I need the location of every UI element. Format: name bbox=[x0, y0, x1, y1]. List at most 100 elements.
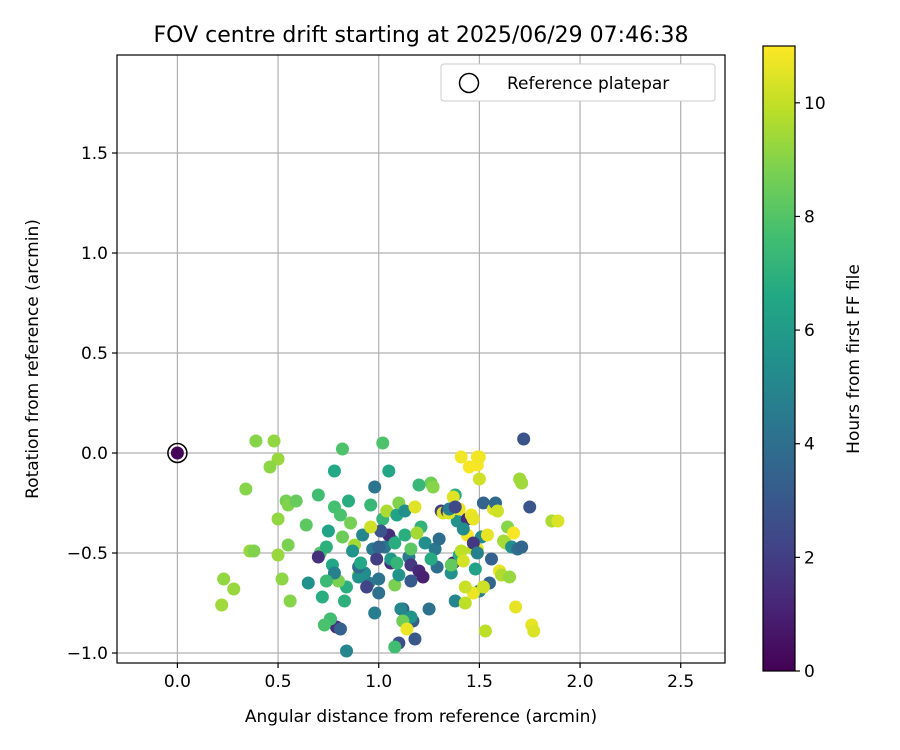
data-point bbox=[227, 582, 241, 596]
data-point bbox=[456, 522, 470, 536]
data-point bbox=[263, 460, 277, 474]
data-point bbox=[275, 572, 289, 586]
data-point bbox=[388, 536, 402, 550]
data-point bbox=[408, 632, 422, 646]
data-point bbox=[400, 622, 414, 636]
data-point bbox=[315, 590, 329, 604]
data-point bbox=[507, 526, 521, 540]
colorbar: 0 2 4 6 8 10 Hours from first FF file bbox=[762, 45, 864, 682]
data-point bbox=[335, 530, 349, 544]
colorbar-ticks: 0 2 4 6 8 10 bbox=[795, 94, 826, 682]
data-point bbox=[448, 594, 462, 608]
data-point bbox=[472, 472, 486, 486]
chart-title: FOV centre drift starting at 2025/06/29 … bbox=[154, 23, 689, 48]
data-point bbox=[466, 536, 480, 550]
data-point bbox=[364, 498, 378, 512]
data-point bbox=[432, 532, 446, 546]
data-point bbox=[416, 570, 430, 584]
data-point bbox=[319, 540, 333, 554]
data-point bbox=[317, 618, 331, 632]
data-point bbox=[412, 478, 426, 492]
data-point bbox=[418, 536, 432, 550]
x-tick-label: 1.5 bbox=[466, 672, 493, 692]
legend-marker-icon bbox=[458, 72, 480, 94]
data-point bbox=[428, 542, 442, 556]
x-tick-label: 2.0 bbox=[567, 672, 594, 692]
data-point bbox=[372, 540, 386, 554]
data-point bbox=[311, 488, 325, 502]
data-point bbox=[217, 572, 231, 586]
data-point bbox=[267, 434, 281, 448]
data-point bbox=[398, 528, 412, 542]
legend-label: Reference platepar bbox=[507, 74, 669, 94]
data-point bbox=[364, 520, 378, 534]
data-point bbox=[422, 602, 436, 616]
data-point bbox=[337, 594, 351, 608]
data-point bbox=[470, 546, 484, 560]
data-point bbox=[503, 570, 517, 584]
legend-box bbox=[440, 63, 716, 102]
reference-point-fill bbox=[170, 446, 184, 460]
data-point bbox=[271, 512, 285, 526]
colorbar-tick-label: 4 bbox=[804, 435, 815, 455]
data-point bbox=[388, 640, 402, 654]
y-axis-ticks: −1.0 −0.5 0.0 0.5 1.0 1.5 bbox=[67, 144, 117, 664]
colorbar-label: Hours from first FF file bbox=[844, 264, 864, 454]
data-point bbox=[352, 570, 366, 584]
data-point bbox=[239, 482, 253, 496]
data-point bbox=[333, 622, 347, 636]
data-point bbox=[327, 566, 341, 580]
y-tick-label: 1.5 bbox=[81, 144, 108, 164]
data-point bbox=[468, 562, 482, 576]
data-point bbox=[472, 450, 486, 464]
data-point bbox=[356, 528, 370, 542]
data-point bbox=[215, 598, 229, 612]
data-point bbox=[342, 494, 356, 508]
data-point bbox=[408, 500, 422, 514]
data-point bbox=[523, 500, 537, 514]
data-point bbox=[390, 556, 404, 570]
data-point bbox=[301, 576, 315, 590]
data-point bbox=[281, 538, 295, 552]
data-point bbox=[410, 526, 424, 540]
data-point bbox=[340, 644, 354, 658]
colorbar-tick-label: 2 bbox=[804, 548, 815, 568]
x-tick-label: 0.0 bbox=[164, 672, 191, 692]
data-point bbox=[289, 494, 303, 508]
data-point bbox=[299, 518, 313, 532]
data-point bbox=[551, 514, 565, 528]
plot-area bbox=[117, 55, 725, 663]
data-point bbox=[344, 516, 358, 530]
data-point bbox=[480, 528, 494, 542]
x-tick-label: 2.5 bbox=[667, 672, 694, 692]
data-points bbox=[167, 432, 565, 658]
y-axis-label: Rotation from reference (arcmin) bbox=[23, 219, 43, 499]
plot-frame bbox=[116, 54, 726, 664]
data-point bbox=[484, 552, 498, 566]
data-point bbox=[335, 442, 349, 456]
data-point bbox=[517, 432, 531, 446]
colorbar-tick-label: 8 bbox=[804, 207, 815, 227]
data-point bbox=[311, 550, 325, 564]
data-point bbox=[247, 544, 261, 558]
data-point bbox=[382, 464, 396, 478]
data-point bbox=[380, 504, 394, 518]
data-point bbox=[491, 504, 505, 518]
data-point bbox=[476, 496, 490, 510]
y-tick-label: 0.5 bbox=[81, 344, 108, 364]
data-point bbox=[346, 544, 360, 558]
x-tick-label: 0.5 bbox=[265, 672, 292, 692]
data-point bbox=[327, 464, 341, 478]
data-point bbox=[456, 554, 470, 568]
data-point bbox=[376, 436, 390, 450]
y-tick-label: 1.0 bbox=[81, 244, 108, 264]
grid-lines bbox=[117, 55, 725, 663]
legend: Reference platepar bbox=[440, 63, 716, 102]
data-point bbox=[372, 572, 386, 586]
data-point bbox=[448, 500, 462, 514]
data-point bbox=[404, 574, 418, 588]
data-point bbox=[424, 552, 438, 566]
data-point bbox=[321, 524, 335, 538]
data-point bbox=[454, 450, 468, 464]
